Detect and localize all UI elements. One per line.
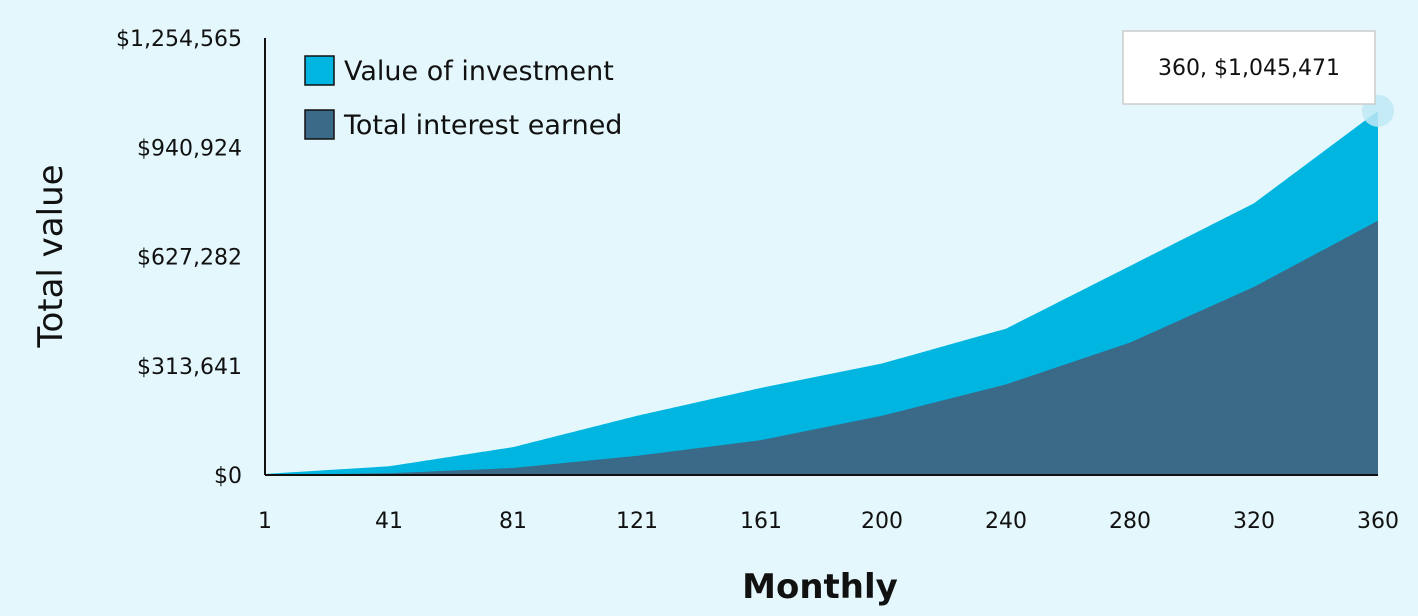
legend-swatch xyxy=(304,55,335,86)
x-tick-label: 240 xyxy=(985,509,1027,534)
x-tick-label: 81 xyxy=(499,509,527,534)
legend-swatch xyxy=(304,109,335,140)
chart-axes xyxy=(264,38,1378,476)
legend-label: Total interest earned xyxy=(343,110,622,141)
chart-areas xyxy=(265,110,1378,475)
y-tick-label: $627,282 xyxy=(137,246,242,271)
chart-legend[interactable]: Value of investment Total interest earned xyxy=(304,55,622,141)
x-tick-label: 41 xyxy=(375,509,403,534)
x-tick-label: 121 xyxy=(616,509,658,534)
chart-tooltip: 360, $1,045,471 xyxy=(1122,30,1394,127)
y-tick-label: $313,641 xyxy=(137,355,242,380)
legend-label: Value of investment xyxy=(344,56,614,87)
x-tick-label: 161 xyxy=(740,509,782,534)
area-series-2 xyxy=(265,220,1378,475)
y-axis-title: Total value xyxy=(31,164,71,348)
tooltip-box xyxy=(1122,30,1376,105)
y-tick-label: $940,924 xyxy=(137,136,242,161)
legend-item[interactable]: Value of investment xyxy=(304,55,614,87)
x-tick-label: 320 xyxy=(1233,509,1275,534)
x-tick-label: 360 xyxy=(1357,509,1399,534)
y-tick-label: $0 xyxy=(214,464,242,489)
tooltip-text: 360, $1,045,471 xyxy=(1158,56,1340,81)
legend-item[interactable]: Total interest earned xyxy=(304,109,622,141)
x-axis-ticks: 1 41 81 121 161 200 240 280 320 360 xyxy=(258,509,1399,534)
x-tick-label: 280 xyxy=(1109,509,1151,534)
x-axis-title: Monthly xyxy=(742,567,898,607)
y-axis-ticks: $0 $313,641 $627,282 $940,924 $1,254,565 xyxy=(116,27,242,489)
x-tick-label: 200 xyxy=(861,509,903,534)
y-tick-label: $1,254,565 xyxy=(116,27,242,52)
x-tick-label: 1 xyxy=(258,509,272,534)
